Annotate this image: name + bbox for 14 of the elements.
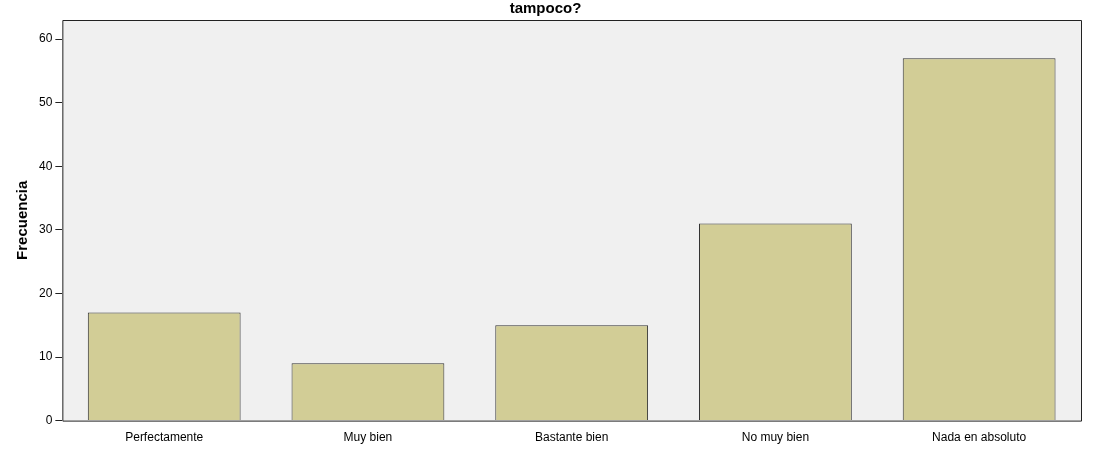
y-tick-label: 40 (38, 158, 53, 173)
x-tick-label: No muy bien (741, 430, 810, 445)
y-tick-label: 50 (38, 94, 53, 109)
x-tick-label: Perfectamente (125, 430, 204, 445)
y-tick-label: 30 (38, 222, 53, 237)
y-tick-label: 10 (38, 349, 53, 364)
x-tick-label: Nada en absoluto (932, 430, 1027, 445)
y-tick-label: 0 (45, 412, 53, 427)
x-tick-label: Muy bien (343, 430, 393, 445)
x-tick-label: Bastante bien (534, 430, 609, 445)
y-tick-label: 20 (38, 285, 53, 300)
y-tick-label: 60 (38, 31, 53, 46)
y-axis-title: Frecuencia (13, 180, 31, 260)
chart-title: tampoco? (509, 0, 582, 17)
